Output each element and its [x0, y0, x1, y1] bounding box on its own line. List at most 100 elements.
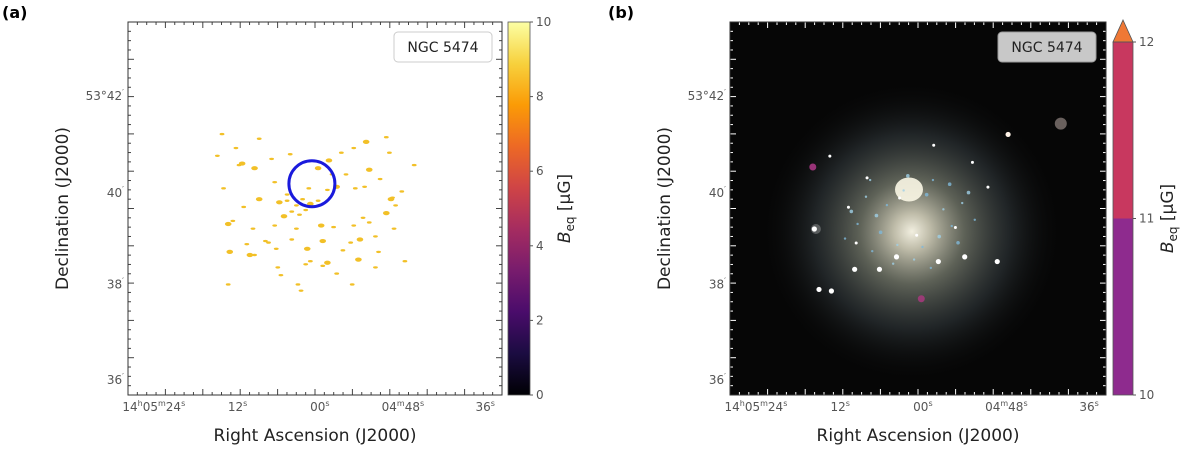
emission-point	[289, 238, 295, 241]
emission-point	[373, 266, 378, 269]
star	[915, 233, 919, 237]
emission-point	[411, 163, 417, 167]
emission-point	[351, 224, 357, 227]
star	[898, 196, 902, 200]
star	[962, 254, 968, 260]
emission-point	[300, 198, 305, 201]
colorbar-tick-label: 10	[536, 15, 551, 29]
emission-point	[255, 197, 263, 202]
colorbar	[507, 21, 531, 396]
emission-point	[307, 260, 313, 263]
emission-point	[284, 193, 290, 196]
emission-point	[233, 146, 239, 150]
star-halo	[1054, 117, 1067, 130]
star	[865, 176, 869, 180]
emission-point	[334, 272, 340, 275]
knot	[973, 218, 976, 221]
emission-point	[287, 153, 293, 156]
x-tick-label: 14h05m24s	[724, 399, 787, 414]
star-forming-knots	[843, 174, 976, 270]
x-tick-label: 04m48s	[382, 399, 425, 414]
emission-point	[221, 187, 226, 190]
knot	[937, 234, 942, 239]
star	[953, 225, 957, 229]
colorbar-band	[1113, 218, 1133, 395]
emission-point	[225, 283, 231, 286]
star	[935, 258, 941, 265]
emission-point	[383, 136, 389, 139]
x-tick-label: 36s	[1079, 399, 1098, 414]
axes-panel-b: 14h05m24s 12s 00s 04m48s 36s 53°42′ 40′ 38′ 36′ R…	[655, 21, 1107, 446]
colorbar-tick-label: 4	[536, 239, 544, 253]
emission-point	[349, 283, 355, 286]
emission-point	[294, 204, 299, 207]
x-tick-label: 00s	[310, 399, 329, 414]
y-tick-label: 40′	[709, 185, 726, 200]
plot-background	[128, 22, 502, 395]
foreground-stars	[811, 131, 1011, 294]
emission-point	[360, 216, 366, 219]
emission-point	[269, 157, 274, 161]
emission-point	[340, 249, 346, 252]
emission-point	[307, 201, 314, 206]
x-tick-label: 12s	[228, 399, 247, 414]
star-halo	[810, 224, 821, 234]
star	[1005, 131, 1011, 138]
y-tick-label: 38′	[107, 277, 124, 292]
emission-point	[319, 238, 327, 244]
emission-point	[377, 177, 383, 181]
emission-point	[226, 249, 234, 254]
emission-point	[331, 225, 336, 229]
emission-point	[314, 166, 322, 171]
knot	[849, 209, 854, 214]
emission-point	[362, 185, 367, 188]
colorbar-tick-label: 6	[536, 164, 544, 178]
object-label-box	[997, 31, 1097, 63]
emission-point	[393, 204, 398, 207]
colorbar-tick-label: 2	[536, 313, 544, 327]
emission-point	[297, 213, 302, 216]
knot	[947, 182, 952, 187]
star	[854, 241, 858, 245]
y-axis-label: Declination (J2000)	[655, 127, 675, 290]
galaxy-nucleus	[895, 177, 923, 202]
y-tick-label: 38′	[709, 277, 726, 292]
emission-point	[303, 246, 311, 251]
emission-point	[224, 221, 232, 227]
x-tick-label: 14h05m24s	[122, 399, 185, 414]
emission-point	[365, 167, 373, 172]
plot-frame	[127, 21, 503, 396]
magenta-source	[809, 163, 817, 171]
knot	[843, 237, 847, 240]
x-axis-label: Right Ascension (J2000)	[817, 426, 1020, 446]
emission-point	[276, 200, 283, 205]
emission-point	[362, 139, 370, 144]
star	[986, 185, 990, 189]
plot-frame	[729, 21, 1107, 396]
galaxy-disk	[762, 81, 1062, 382]
emission-point	[266, 241, 271, 244]
emission-point	[317, 223, 325, 228]
emission-point	[325, 158, 333, 163]
emission-point	[351, 146, 357, 150]
emission-point	[214, 154, 220, 157]
y-axis-label: Declination (J2000)	[53, 127, 73, 290]
y-tick-label: 53°42′	[688, 88, 727, 103]
star	[932, 143, 936, 147]
magenta-source	[917, 295, 925, 303]
colorbar-label: Beq [μG]	[1158, 184, 1180, 253]
knot	[856, 222, 859, 226]
knot	[906, 174, 910, 178]
y-tick-label: 53°42′	[86, 88, 125, 103]
emission-point	[244, 242, 250, 246]
emission-point	[387, 151, 392, 154]
emission-point	[252, 253, 257, 257]
colorbar-label: Beq [μG]	[555, 174, 577, 243]
knot	[896, 243, 899, 247]
emission-point	[273, 247, 279, 250]
knot	[956, 240, 960, 245]
star	[811, 226, 817, 232]
knot	[961, 201, 964, 205]
emission-point	[284, 199, 290, 202]
